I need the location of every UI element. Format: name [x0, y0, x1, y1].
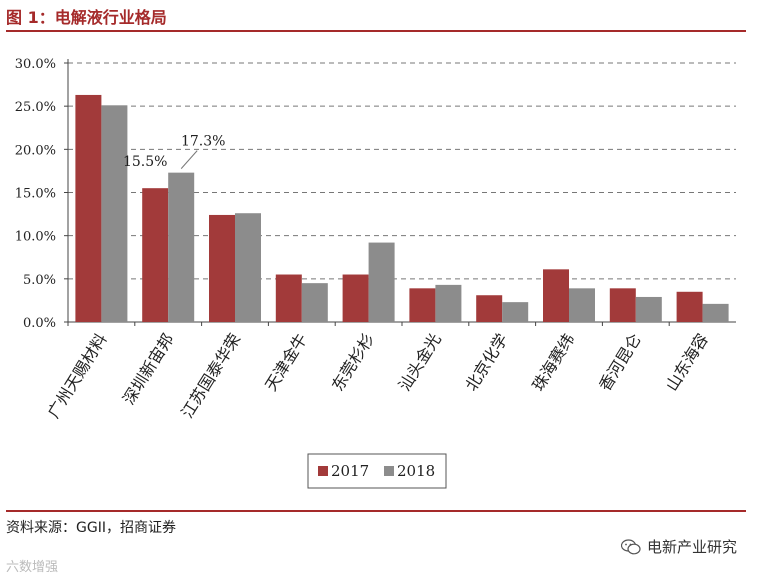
source-note: 资料来源：GGII，招商证券 [6, 520, 176, 536]
legend: 2017 2018 [307, 453, 447, 489]
legend-swatch [318, 466, 328, 476]
x-tick-label: 珠海赛纬 [528, 330, 578, 394]
legend-box [307, 453, 447, 489]
figure-title: 图 1：电解液行业格局 [6, 8, 167, 27]
bar-chart: 0.0% 5.0% 10.0% 15.0% 20.0% 25.0% 30.0% 广州天赐材料… [15, 57, 736, 489]
x-tick-label: 广州天赐材料 [44, 330, 111, 421]
bar-2017 [342, 274, 369, 322]
bar-2018 [435, 284, 462, 322]
x-tick-labels: 广州天赐材料 深圳新宙邦 江苏国泰华荣 天津金牛 东莞杉杉 汕头金光 北京化学 珠海赛纬 香河昆… [44, 330, 712, 421]
x-tick-label: 深圳新宙邦 [119, 330, 178, 408]
bar-2017 [543, 269, 569, 322]
y-tick-label: 20.0% [15, 143, 56, 158]
watermark-right-text: 电新产业研究 [646, 538, 737, 556]
annotations: 15.5% 17.3% [123, 134, 225, 171]
watermark-right: 电新产业研究 [620, 536, 737, 557]
y-tick-label: 10.0% [15, 230, 56, 245]
bar-2018 [168, 172, 195, 322]
bar-2018 [635, 296, 662, 322]
x-tick-label: 香河昆仑 [595, 330, 645, 394]
bar-2018 [702, 303, 729, 322]
footer-rule [6, 510, 746, 512]
x-tick-label: 东莞杉杉 [328, 330, 378, 394]
bar-2018 [368, 242, 395, 322]
x-tick-label: 天津金牛 [261, 330, 311, 394]
bars [75, 94, 729, 323]
bar-2018 [101, 105, 128, 322]
watermark-left: 六数增强 [6, 560, 59, 575]
bar-2017 [75, 94, 102, 323]
data-label: 15.5% [123, 154, 167, 170]
bar-2018 [235, 213, 261, 322]
bar-2017 [209, 214, 235, 322]
x-tick-label: 汕头金光 [395, 330, 445, 394]
wechat-icon [620, 538, 641, 554]
legend-swatch [384, 466, 394, 476]
bar-2018 [569, 288, 595, 322]
y-tick-labels: 0.0% 5.0% 10.0% 15.0% 20.0% 25.0% 30.0% [15, 57, 56, 331]
bar-2017 [609, 288, 636, 322]
bar-2017 [275, 274, 302, 322]
legend-label: 2018 [397, 462, 435, 480]
legend-label: 2017 [331, 462, 369, 480]
x-tick-label: 江苏国泰华荣 [177, 330, 244, 421]
x-tick-label: 北京化学 [462, 330, 512, 394]
leader-line [180, 150, 198, 169]
y-tick-label: 15.0% [15, 187, 56, 202]
y-tick-label: 25.0% [15, 100, 56, 115]
x-tick-label: 山东海容 [662, 330, 712, 394]
y-tick-label: 5.0% [23, 273, 56, 288]
bar-2017 [409, 288, 436, 322]
bar-2018 [502, 302, 529, 322]
bar-2017 [676, 291, 703, 322]
bar-2017 [142, 188, 169, 322]
data-label: 17.3% [181, 134, 225, 150]
y-tick-label: 0.0% [23, 316, 56, 331]
y-tick-label: 30.0% [15, 57, 56, 72]
bar-2018 [301, 283, 328, 322]
bar-2017 [476, 295, 503, 322]
title-rule [6, 30, 746, 32]
